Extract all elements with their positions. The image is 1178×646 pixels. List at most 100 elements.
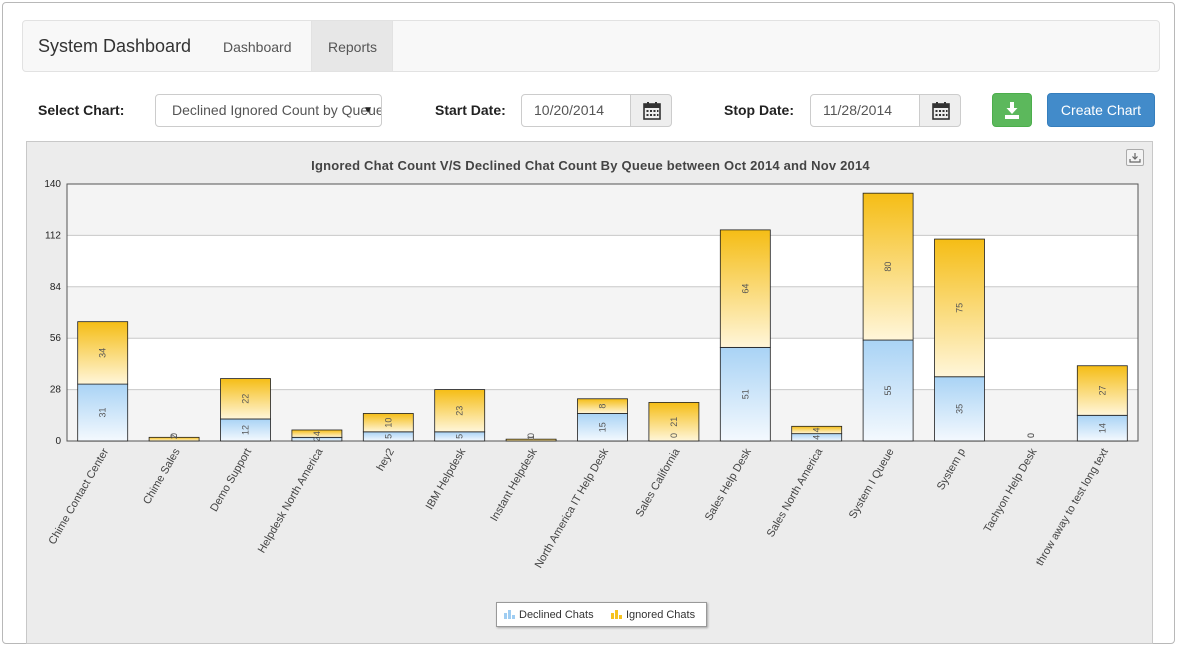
data-label-ignored: 27 <box>1097 386 1107 396</box>
bar-declined <box>719 346 771 442</box>
y-tick-label: 28 <box>50 385 62 396</box>
x-tick-label: Sales California <box>634 446 683 519</box>
bar-ignored <box>148 436 200 442</box>
chart-select[interactable]: Declined Ignored Count by Queue ▼ <box>155 94 382 127</box>
data-label-ignored: 23 <box>455 406 465 416</box>
x-tick-label: Tachyon Help Desk <box>982 446 1040 535</box>
x-tick-label: Helpdesk North America <box>256 446 326 555</box>
data-label-declined: 55 <box>883 386 893 396</box>
data-label-ignored: 10 <box>383 418 393 428</box>
data-label-declined: 35 <box>955 404 965 414</box>
brand-title[interactable]: System Dashboard <box>38 36 192 56</box>
bar-ignored <box>934 238 985 378</box>
legend-label-ignored: Ignored Chats <box>626 609 696 621</box>
data-label-declined: 4 <box>812 435 822 440</box>
chart-panel: 0 28 56 84 112 140 31 34 Chime Contact Center 0 2 C… <box>26 141 1153 644</box>
create-chart-button[interactable]: Create Chart <box>1047 93 1155 127</box>
data-label-ignored: 22 <box>241 394 251 404</box>
data-label-ignored: 1 <box>526 435 536 440</box>
bar-ignored <box>862 192 914 341</box>
bar-declined <box>1076 414 1128 442</box>
data-label-declined: 14 <box>1097 423 1107 433</box>
bar-declined <box>862 339 914 442</box>
data-label-declined: 0 <box>526 433 536 438</box>
caret-down-icon: ▼ <box>363 105 373 116</box>
x-tick-label: hey2 <box>375 447 397 474</box>
data-label-ignored: 4 <box>312 431 322 436</box>
x-tick-label: IBM Helpdesk <box>424 446 469 512</box>
bar-ignored <box>291 429 343 438</box>
download-button[interactable] <box>992 93 1032 127</box>
bar-ignored <box>505 438 557 442</box>
select-chart-label: Select Chart: <box>38 102 125 118</box>
x-tick-label: Sales North America <box>765 446 826 540</box>
data-label-declined: 31 <box>98 408 108 418</box>
x-tick-label: Instant Helpdesk <box>488 446 540 523</box>
chart-select-value: Declined Ignored Count by Queue <box>172 102 382 118</box>
stop-date-input[interactable]: 11/28/2014 <box>810 94 920 127</box>
data-label-ignored: 0 <box>1026 433 1036 438</box>
data-label-declined: 5 <box>383 434 393 439</box>
y-tick-label: 0 <box>55 436 61 447</box>
tab-reports[interactable]: Reports <box>311 21 393 71</box>
tab-dashboard[interactable]: Dashboard <box>223 39 292 55</box>
data-label-ignored: 8 <box>598 404 608 409</box>
data-label-ignored: 75 <box>955 303 965 313</box>
bar-ignored <box>434 389 486 433</box>
bar-declined <box>77 383 129 442</box>
data-label-declined: 0 <box>1026 433 1036 438</box>
x-tick-label: System p <box>935 447 968 493</box>
data-label-ignored: 21 <box>669 417 679 427</box>
stop-date-calendar-button[interactable] <box>919 94 961 127</box>
data-label-declined: 51 <box>740 389 750 399</box>
bar-chart-icon <box>504 610 515 619</box>
legend-item-ignored[interactable]: Ignored Chats <box>611 609 695 621</box>
bar-ignored <box>77 321 129 385</box>
bar-ignored <box>220 378 271 420</box>
chart-export-button[interactable] <box>1126 149 1144 166</box>
bar-ignored <box>648 402 700 442</box>
x-tick-label: Chime Sales <box>141 446 183 506</box>
start-date-calendar-button[interactable] <box>630 94 672 127</box>
data-label-declined: 15 <box>598 422 608 432</box>
bar-declined <box>934 376 985 442</box>
x-tick-label: throw away to test long text <box>1034 447 1111 568</box>
data-label-declined: 5 <box>455 434 465 439</box>
download-icon <box>1005 102 1019 119</box>
plot-band <box>67 184 1138 236</box>
x-tick-label: Demo Support <box>208 447 254 514</box>
data-label-ignored: 34 <box>98 348 108 358</box>
data-label-ignored: 80 <box>883 262 893 272</box>
bar-ignored <box>791 425 843 435</box>
bar-declined <box>577 413 628 442</box>
chart-title: Ignored Chat Count V/S Declined Chat Cou… <box>311 158 870 173</box>
y-tick-label: 84 <box>50 282 62 293</box>
bar-ignored <box>362 413 414 433</box>
x-tick-label: Chime Contact Center <box>46 446 111 547</box>
start-date-input[interactable]: 10/20/2014 <box>521 94 631 127</box>
bar-chart-icon <box>611 610 622 619</box>
x-tick-label: Sales Help Desk <box>703 446 754 523</box>
x-tick-label: System I Queue <box>847 447 897 521</box>
x-tick-label: North America IT Help Desk <box>533 446 612 570</box>
bar-ignored <box>1076 365 1128 416</box>
data-label-declined: 0 <box>669 433 679 438</box>
y-tick-label: 112 <box>45 230 61 241</box>
calendar-icon <box>643 102 661 120</box>
y-tick-label: 140 <box>44 179 61 190</box>
export-icon <box>1129 153 1141 163</box>
stop-date-label: Stop Date: <box>724 102 794 118</box>
data-label-declined: 2 <box>312 437 322 442</box>
chart-legend: Declined Chats Ignored Chats <box>496 602 707 627</box>
data-label-declined: 12 <box>241 425 251 435</box>
data-label-ignored: 2 <box>169 434 179 439</box>
data-label-ignored: 4 <box>812 427 822 432</box>
bar-ignored <box>719 229 771 348</box>
legend-label-declined: Declined Chats <box>519 609 594 621</box>
data-label-declined: 0 <box>169 433 179 438</box>
legend-item-declined[interactable]: Declined Chats <box>504 609 594 621</box>
bar-ignored <box>577 398 628 414</box>
navbar: System Dashboard Dashboard Reports <box>22 20 1160 72</box>
data-label-ignored: 64 <box>740 284 750 294</box>
